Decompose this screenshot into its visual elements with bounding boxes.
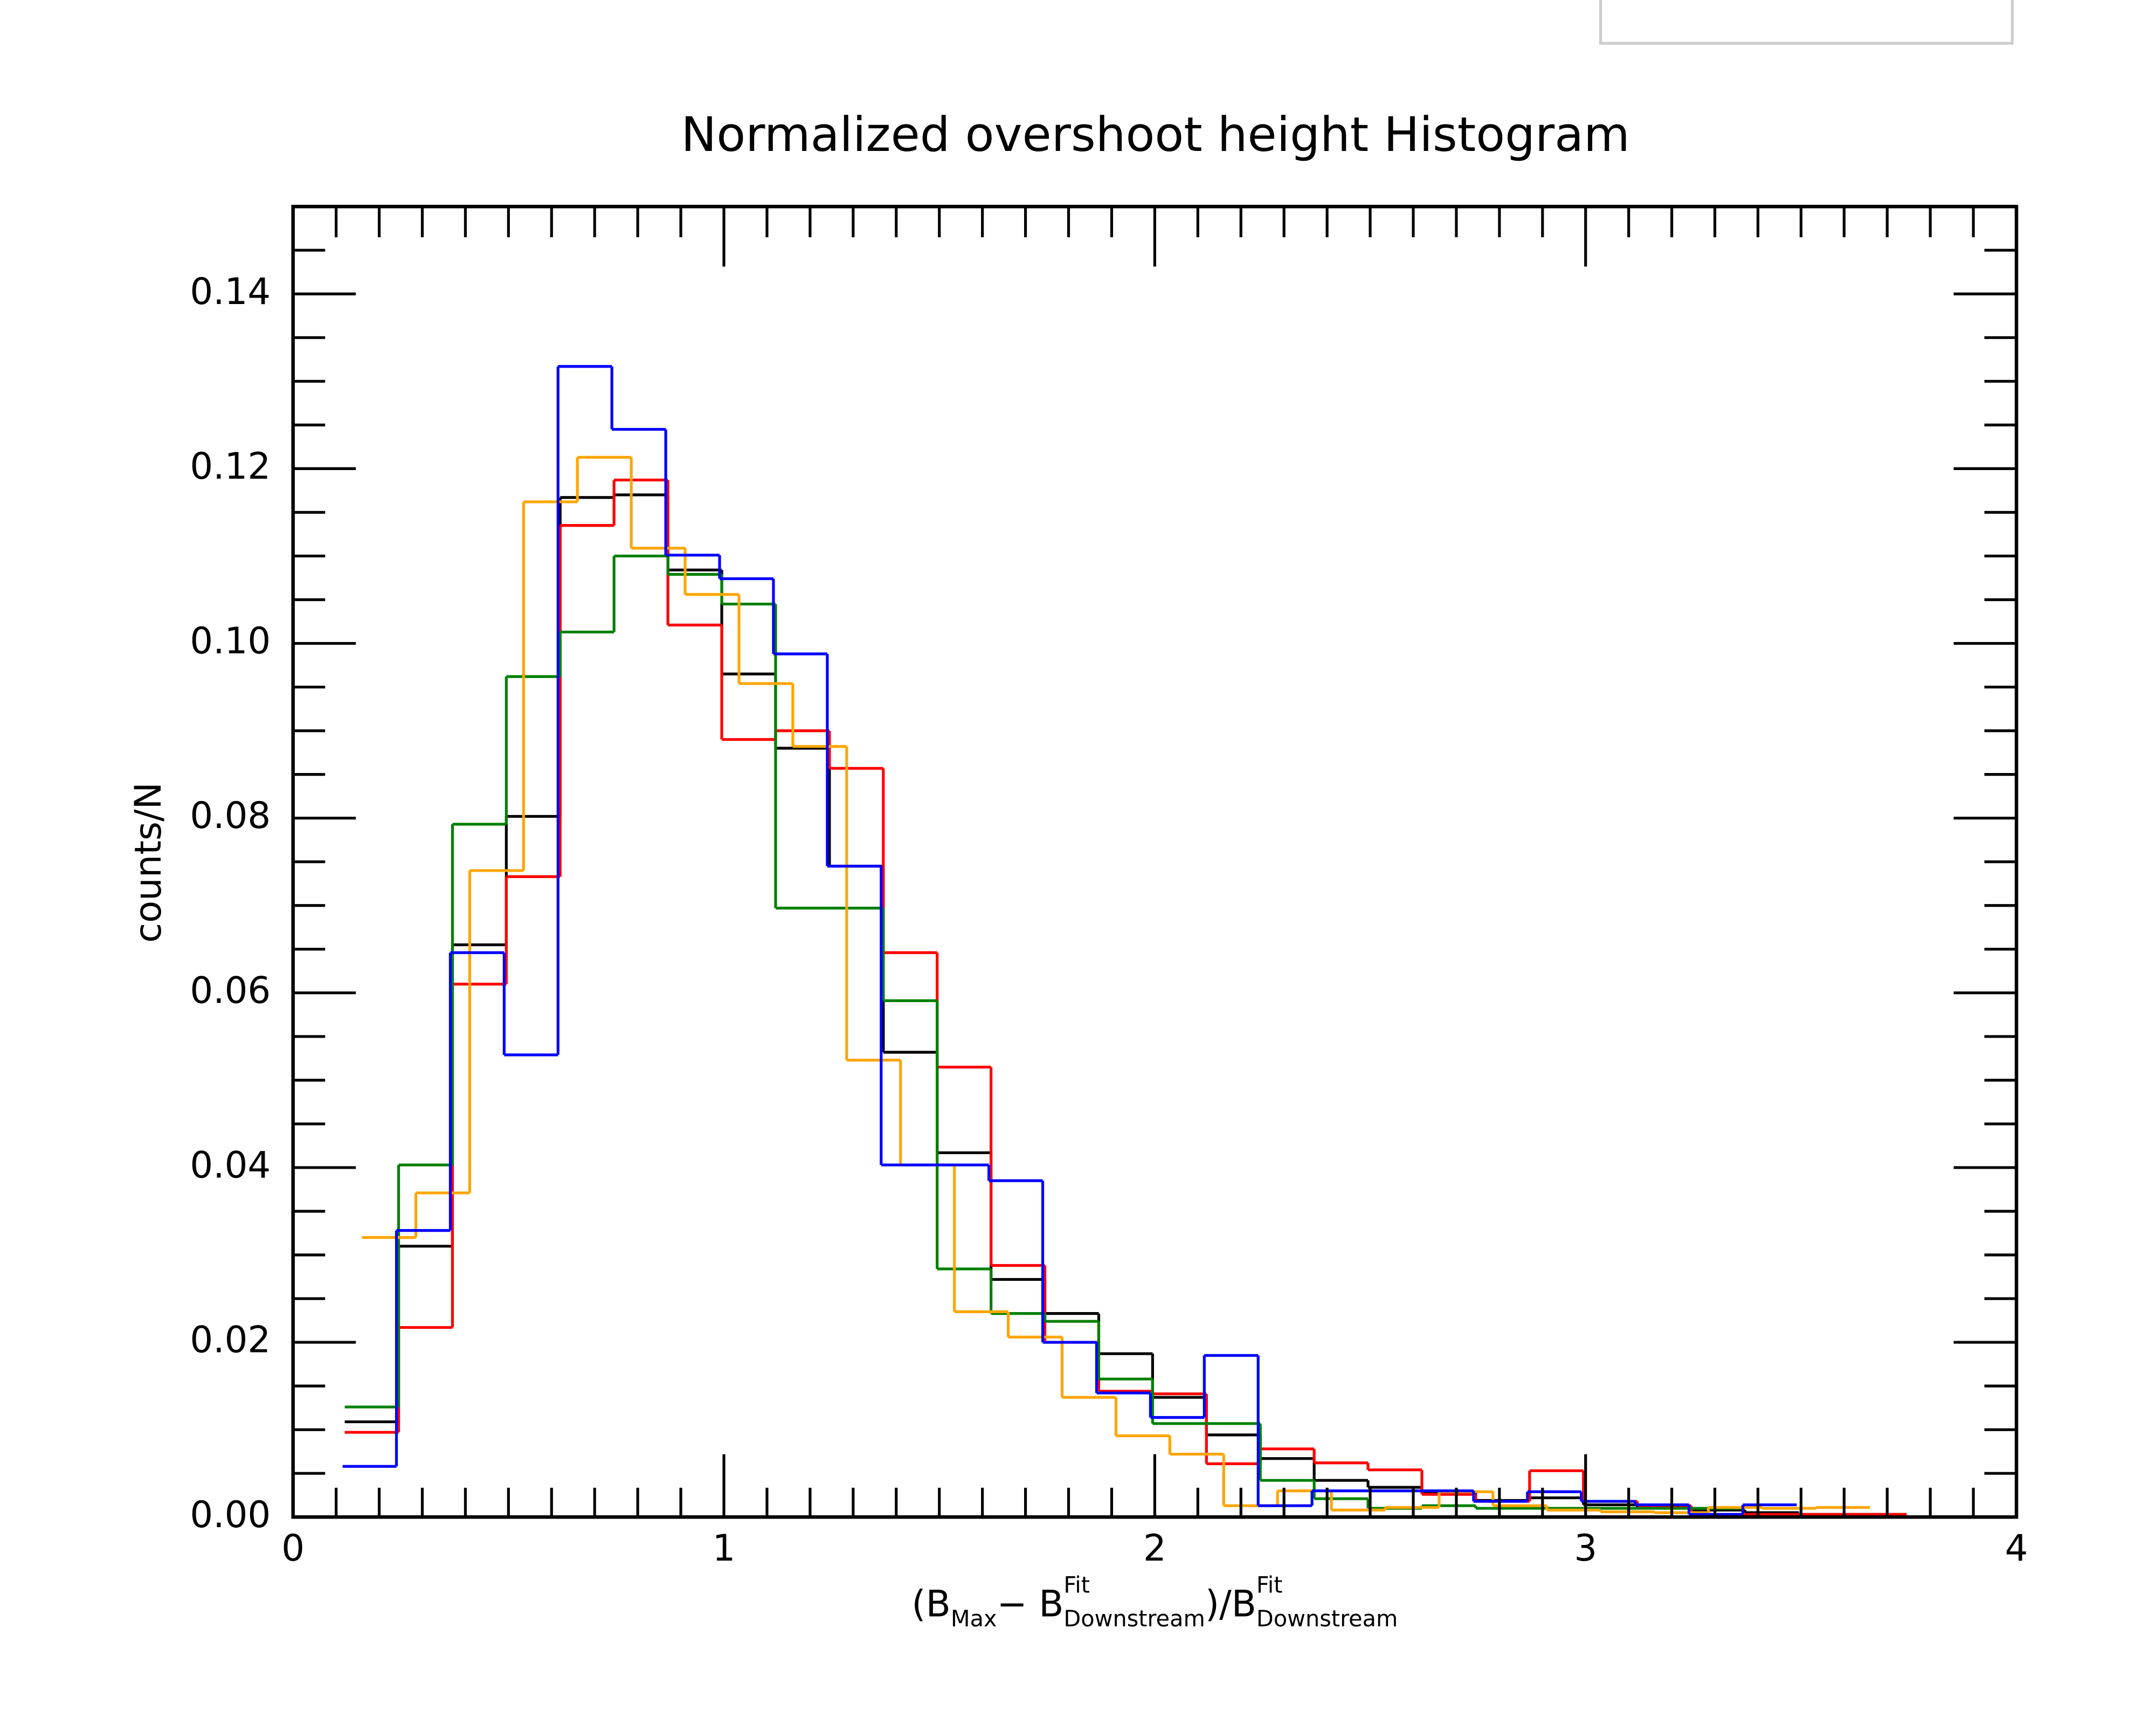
y-tick-label: 0.12 <box>190 445 271 487</box>
x-axis-label-sup: Fit <box>1063 1572 1090 1598</box>
x-tick-label: 1 <box>713 1527 736 1569</box>
x-axis-label-sub: Max <box>951 1606 997 1632</box>
legend-text: Winter counts <box>1775 0 1950 4</box>
y-tick-label: 0.10 <box>190 620 271 662</box>
x-axis-label-text: )/B <box>1205 1583 1256 1625</box>
x-axis-label-sup: Fit <box>1256 1572 1283 1598</box>
x-axis-label-text: − B <box>997 1583 1063 1625</box>
y-tick-label: 0.14 <box>190 271 271 313</box>
x-axis-label-text: (B <box>911 1583 950 1625</box>
histogram-series <box>344 493 1907 1516</box>
plot-frame <box>291 204 2019 1519</box>
y-tick-label: 0.08 <box>190 795 271 837</box>
x-tick-label: 3 <box>1574 1527 1597 1569</box>
histogram-series <box>342 365 1797 1516</box>
histogram-series <box>344 554 1745 1510</box>
x-axis-label-sub: Downstream <box>1063 1606 1205 1632</box>
legend-box <box>1599 0 2014 45</box>
x-tick-label: 0 <box>281 1527 305 1569</box>
y-tick-label: 0.00 <box>190 1494 271 1536</box>
x-axis-label-sub: Downstream <box>1256 1606 1398 1632</box>
histogram-series <box>344 478 1907 1516</box>
y-tick-label: 0.04 <box>190 1144 271 1186</box>
y-axis-label: counts/N <box>127 782 169 943</box>
histogram-series <box>362 456 1870 1514</box>
x-tick-label: 2 <box>1143 1527 1166 1569</box>
x-tick-label: 4 <box>2005 1527 2028 1569</box>
chart-title: Normalized overshoot height Histogram <box>681 107 1630 162</box>
y-tick-label: 0.06 <box>190 969 271 1011</box>
y-tick-label: 0.02 <box>190 1319 271 1361</box>
